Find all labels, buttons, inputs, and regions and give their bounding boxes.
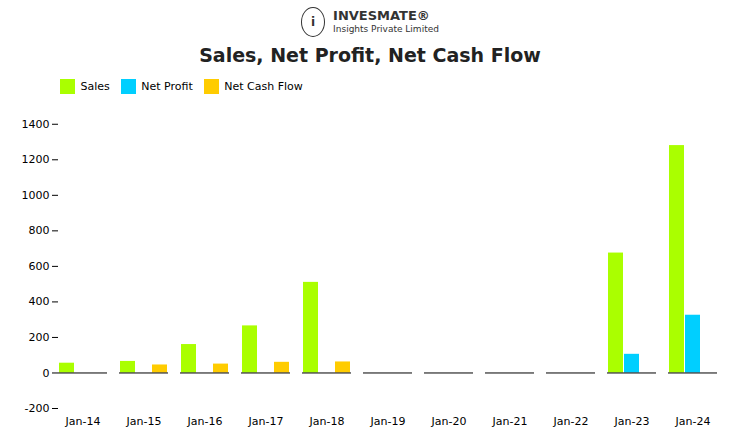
svg-text:400: 400	[29, 295, 50, 308]
svg-text:Jan-16: Jan-16	[187, 415, 223, 428]
svg-text:Jan-18: Jan-18	[309, 415, 345, 428]
html-text:Sales, Net Profit, Net Cash Fl: Sales, Net Profit, Net Cash Flow	[199, 44, 541, 66]
svg-text:Jan-20: Jan-20	[431, 415, 467, 428]
svg-text:600: 600	[29, 260, 50, 273]
html-text:i: i	[311, 15, 316, 29]
svg-text:Jan-22: Jan-22	[553, 415, 589, 428]
html-text:Sales: Sales	[80, 80, 110, 93]
svg-text:-200: -200	[25, 402, 50, 415]
svg-text:Jan-21: Jan-21	[492, 415, 528, 428]
svg-text:1200: 1200	[22, 153, 50, 166]
svg-text:0: 0	[43, 366, 50, 379]
svg-text:200: 200	[29, 331, 50, 344]
svg-text:Jan-24: Jan-24	[675, 415, 711, 428]
svg-text:1000: 1000	[22, 189, 50, 202]
html-text:Net Profit: Net Profit	[141, 80, 193, 93]
svg-text:Jan-23: Jan-23	[614, 415, 650, 428]
html-text:Insights Private Limited: Insights Private Limited	[333, 24, 439, 35]
svg-text:Jan-19: Jan-19	[370, 415, 406, 428]
html-text:Net Cash Flow: Net Cash Flow	[224, 80, 303, 93]
svg-text:Jan-15: Jan-15	[126, 415, 162, 428]
svg-text:Jan-14: Jan-14	[65, 415, 101, 428]
html-text:INVESMATE®: INVESMATE®	[333, 8, 430, 24]
svg-text:Jan-17: Jan-17	[248, 415, 284, 428]
svg-text:1400: 1400	[22, 118, 50, 131]
svg-text:800: 800	[29, 224, 50, 237]
